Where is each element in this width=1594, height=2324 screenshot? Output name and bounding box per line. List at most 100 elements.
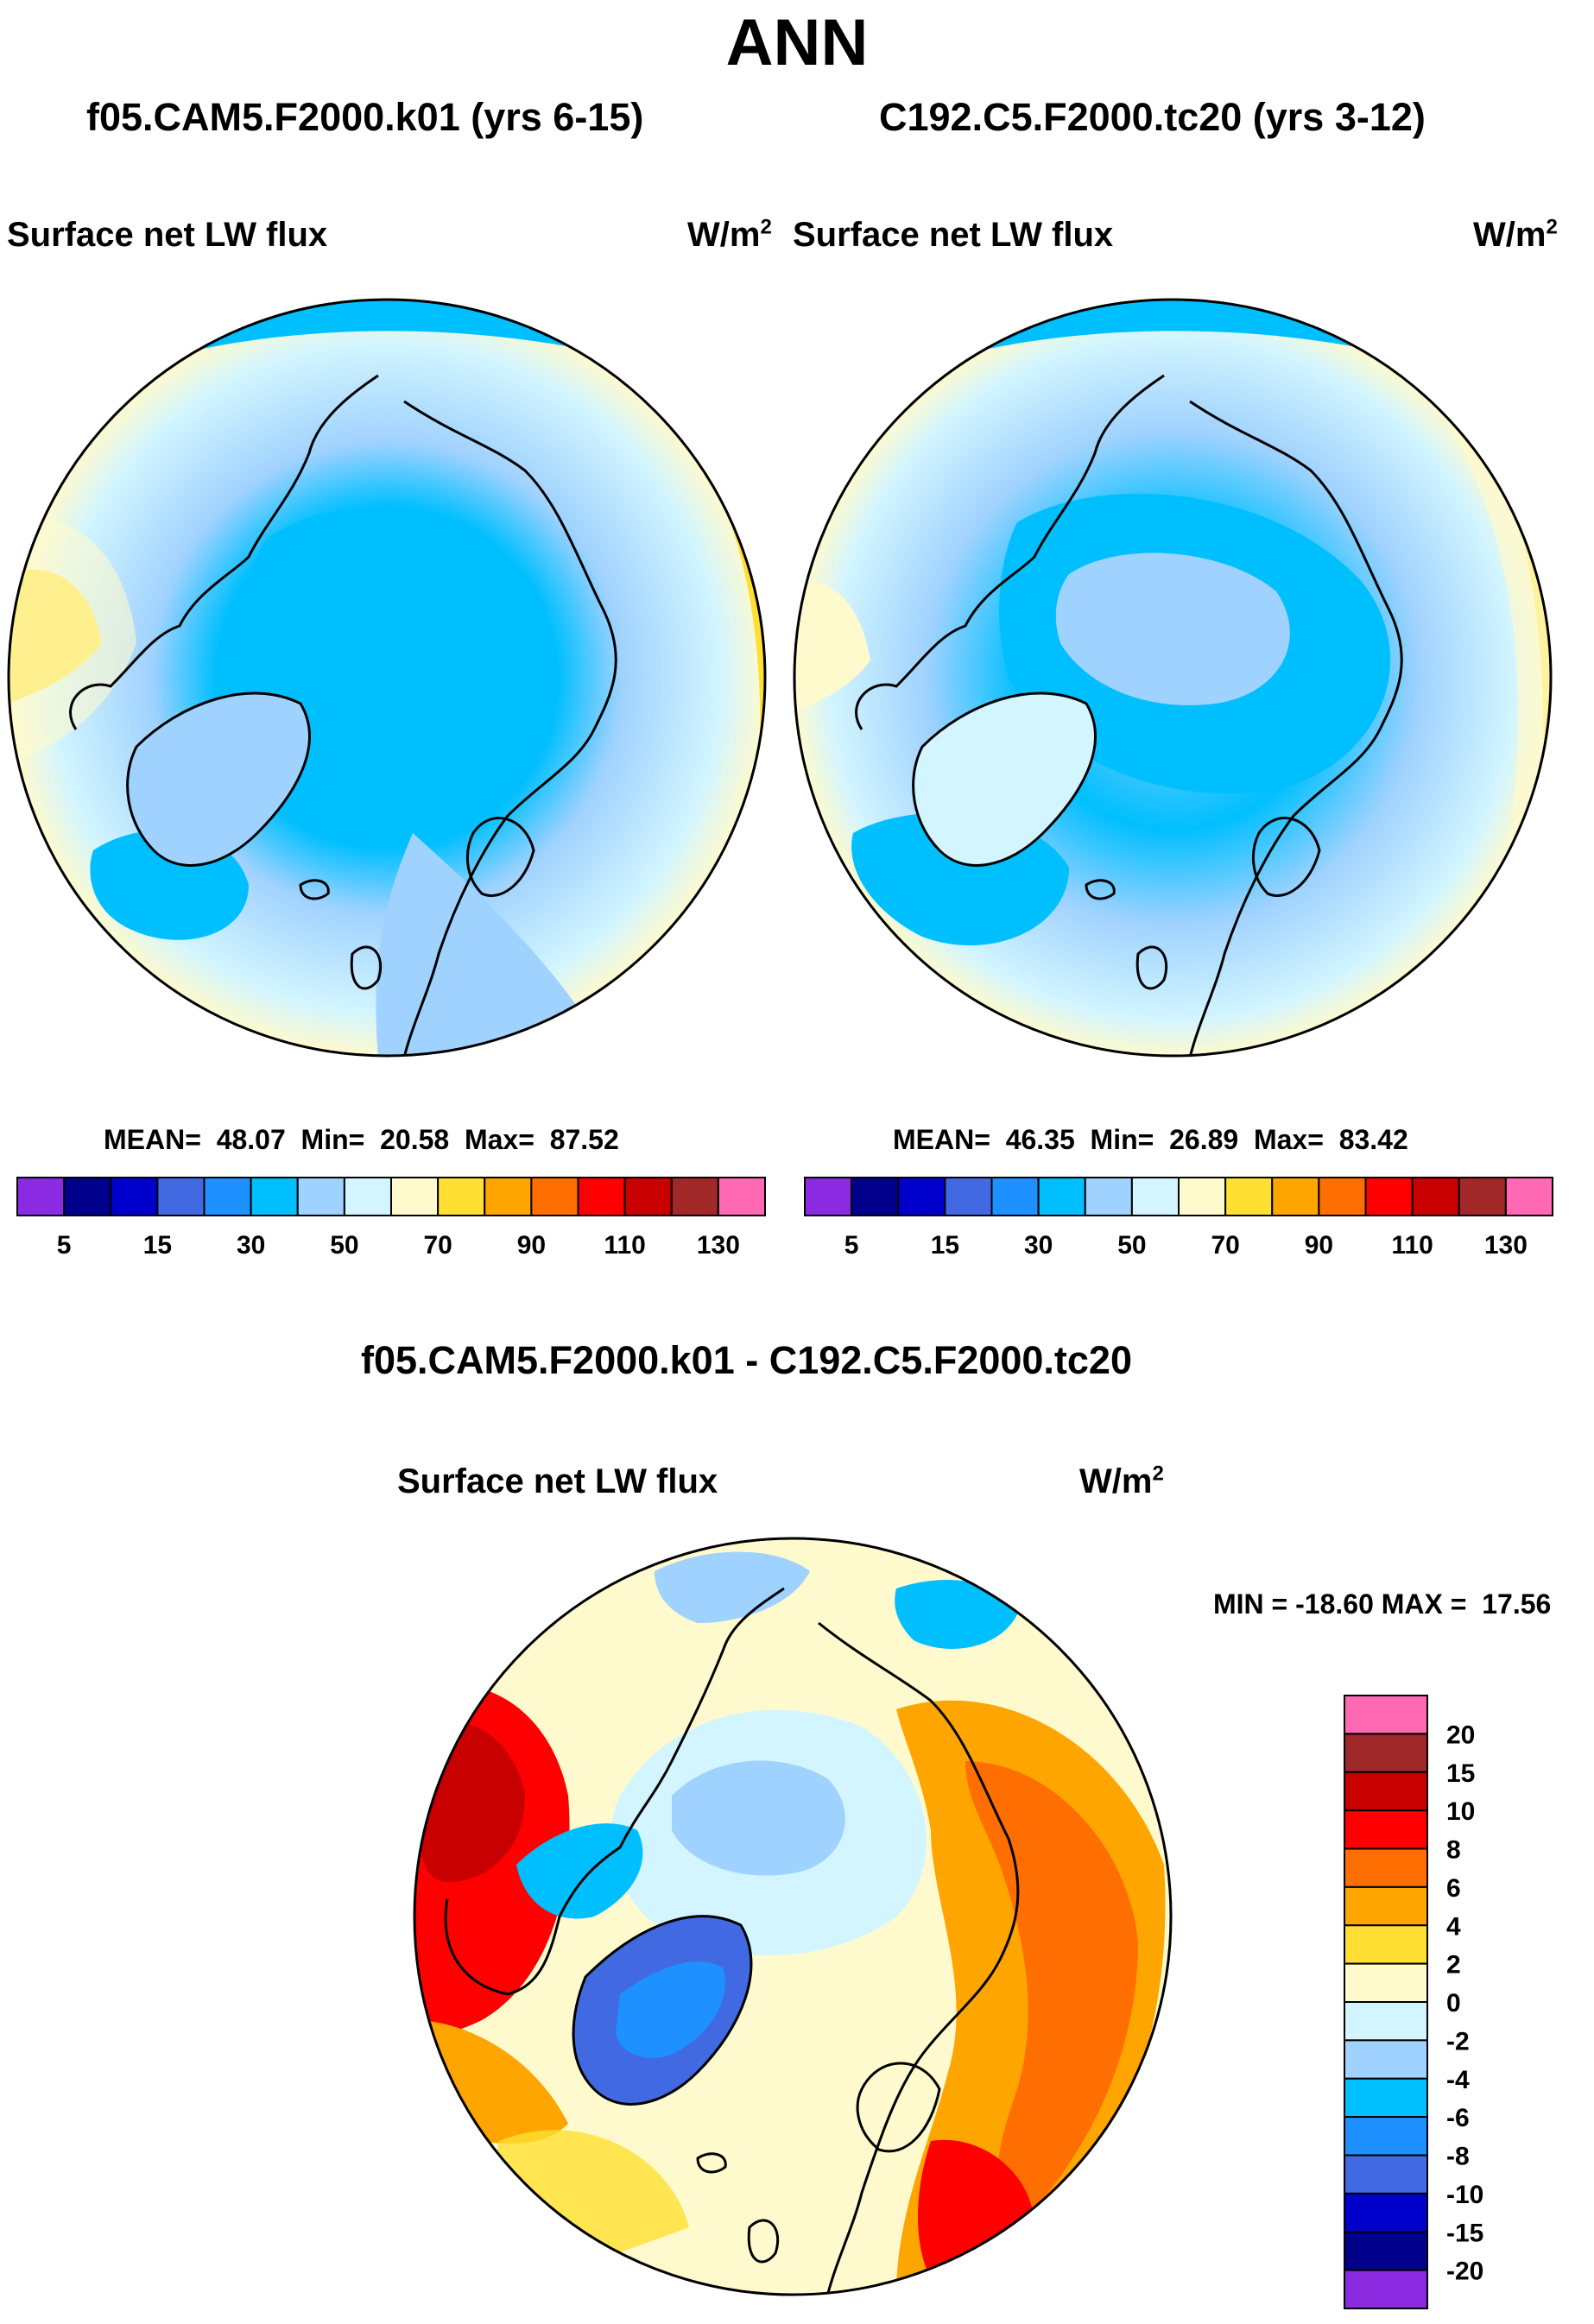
panel1-colorbar-swatch-12 <box>577 1177 626 1216</box>
panel1-mean-label: MEAN= <box>104 1124 201 1155</box>
difference-colorbar-swatch-13 <box>1344 2192 1428 2233</box>
panel2-colorbar-swatch-13 <box>1411 1177 1460 1216</box>
panel1-colorbar-swatch-2 <box>110 1177 159 1216</box>
panel2-british-isles <box>1135 945 1168 990</box>
panel1-iceland <box>299 879 330 900</box>
difference-british-isles <box>747 2219 780 2264</box>
panel1-stats: MEAN= 48.07 Min= 20.58 Max= 87.52 <box>104 1124 619 1156</box>
panel2-field-arctic-core <box>1055 553 1290 705</box>
panel2-colorbar-swatch-2 <box>897 1177 946 1216</box>
panel2-units: W/m2 <box>1473 215 1558 254</box>
difference-title: f05.CAM5.F2000.k01 - C192.C5.F2000.tc20 <box>361 1338 1132 1382</box>
difference-colorbar-swatch-14 <box>1344 2231 1428 2271</box>
panel1-map <box>7 298 767 1058</box>
panel1-colorbar-swatch-10 <box>484 1177 533 1216</box>
panel2-colorbar-swatch-10 <box>1271 1177 1320 1216</box>
difference-colorbar-tick-7: 0 <box>1446 1989 1461 2018</box>
difference-field-pacific-blue <box>655 1551 810 1623</box>
panel1-min-value: 20.58 <box>380 1124 450 1155</box>
panel1-colorbar-tick-5: 90 <box>517 1231 546 1260</box>
difference-colorbar-swatch-10 <box>1344 2077 1428 2119</box>
difference-colorbar-tick-10: -6 <box>1446 2104 1470 2132</box>
panel2-colorbar-swatch-9 <box>1224 1177 1274 1216</box>
difference-colorbar-tick-12: -10 <box>1446 2181 1483 2209</box>
panel2-colorbar-swatch-0 <box>804 1177 853 1216</box>
panel1-colorbar-tick-1: 15 <box>143 1231 172 1260</box>
panel2-max-label: Max= <box>1253 1124 1324 1155</box>
panel1-colorbar-swatch-4 <box>203 1177 252 1216</box>
difference-variable-label: Surface net LW flux <box>397 1462 718 1500</box>
panel1-colorbar-tick-4: 70 <box>423 1231 452 1260</box>
difference-colorbar-tick-13: -15 <box>1446 2219 1483 2247</box>
panel1-eurasia-coast <box>402 400 617 1056</box>
panel1-scandinavia-coast <box>465 817 535 897</box>
panel2-colorbar-tick-2: 30 <box>1024 1231 1053 1260</box>
panel1-colorbar-swatch-1 <box>63 1177 112 1216</box>
panel2-variable-label: Surface net LW flux <box>793 216 1114 254</box>
page-title: ANN <box>725 6 869 79</box>
difference-north-america-coast <box>444 1587 785 1996</box>
panel1-mean-value: 48.07 <box>216 1124 286 1155</box>
difference-colorbar-tick-4: 6 <box>1446 1874 1461 1903</box>
panel1-british-isles <box>350 945 383 990</box>
panel2-colorbar-tick-3: 50 <box>1117 1231 1146 1260</box>
panel2-case-title: C192.C5.F2000.tc20 (yrs 3-12) <box>879 95 1426 139</box>
panel2-mean-value: 46.35 <box>1005 1124 1075 1155</box>
difference-colorbar-tick-2: 10 <box>1446 1797 1475 1826</box>
difference-colorbar-swatch-12 <box>1344 2154 1428 2195</box>
panel2-greenland-outline <box>912 692 1097 867</box>
difference-greenland-inner <box>616 1961 725 2058</box>
panel1-units: W/m2 <box>687 215 772 254</box>
difference-colorbar-swatch-4 <box>1344 1847 1428 1888</box>
panel1-case-title: f05.CAM5.F2000.k01 (yrs 6-15) <box>86 95 644 139</box>
panel1-colorbar-swatch-15 <box>717 1177 766 1216</box>
difference-map <box>413 1537 1173 2296</box>
panel1-colorbar: 5 15 30 50 70 90 110 130 <box>16 1177 766 1260</box>
difference-colorbar-tick-9: -4 <box>1446 2066 1470 2094</box>
panel2-colorbar-swatch-4 <box>990 1177 1040 1216</box>
difference-colorbar-swatch-1 <box>1344 1733 1428 1773</box>
difference-minmax: MIN = -18.60 MAX = 17.56 <box>1213 1588 1552 1620</box>
difference-colorbar-swatch-3 <box>1344 1809 1428 1850</box>
difference-colorbar-tick-3: 8 <box>1446 1836 1461 1865</box>
panel2-map-border <box>793 298 1553 1058</box>
panel2-colorbar-swatch-1 <box>851 1177 900 1216</box>
panel2-eurasia-coast <box>1188 400 1403 1056</box>
panel1-colorbar-tick-0: 5 <box>57 1231 72 1260</box>
panel1-colorbar-swatch-0 <box>16 1177 66 1216</box>
difference-colorbar-tick-11: -8 <box>1446 2143 1470 2171</box>
panel2-stats: MEAN= 46.35 Min= 26.89 Max= 83.42 <box>893 1124 1408 1156</box>
difference-colorbar-swatch-2 <box>1344 1771 1428 1812</box>
panel1-field-west-ring <box>9 519 136 764</box>
difference-scandinavia-coast <box>856 2062 941 2153</box>
difference-colorbar-tick-8: -2 <box>1446 2027 1470 2056</box>
panel2-min-label: Min= <box>1090 1124 1154 1155</box>
panel2-colorbar-swatch-5 <box>1037 1177 1086 1216</box>
panel2-colorbar-swatch-3 <box>944 1177 993 1216</box>
difference-field-center-core <box>672 1760 845 1876</box>
panel2-colorbar-tick-6: 110 <box>1391 1231 1433 1260</box>
panel2-colorbar-tick-1: 15 <box>931 1231 959 1260</box>
panel2-colorbar-swatch-15 <box>1504 1177 1553 1216</box>
panel2-map <box>793 298 1553 1058</box>
difference-field-pacific-east-blue <box>895 1580 1017 1649</box>
panel1-colorbar-swatch-14 <box>670 1177 719 1216</box>
panel2-colorbar-swatch-12 <box>1364 1177 1414 1216</box>
panel1-colorbar-swatch-6 <box>296 1177 345 1216</box>
difference-colorbar-tick-6: 2 <box>1446 1951 1461 1980</box>
panel2-colorbar-swatch-14 <box>1458 1177 1507 1216</box>
difference-colorbar-tick-0: 20 <box>1446 1721 1475 1749</box>
difference-eurasia-coast <box>818 1621 1020 2295</box>
panel1-colorbar-tick-7: 130 <box>697 1231 740 1260</box>
difference-colorbar-swatch-7 <box>1344 1962 1428 2003</box>
panel1-colorbar-tick-3: 50 <box>330 1231 358 1260</box>
panel1-field-europe-band <box>376 833 611 1056</box>
panel1-colorbar-swatch-3 <box>156 1177 206 1216</box>
panel1-colorbar-swatch-13 <box>623 1177 673 1216</box>
panel2-iceland <box>1085 879 1116 900</box>
panel1-min-label: Min= <box>300 1124 365 1155</box>
panel1-variable-label: Surface net LW flux <box>7 216 328 254</box>
difference-colorbar-tick-1: 15 <box>1446 1759 1475 1788</box>
panel1-colorbar-swatch-7 <box>343 1177 392 1216</box>
